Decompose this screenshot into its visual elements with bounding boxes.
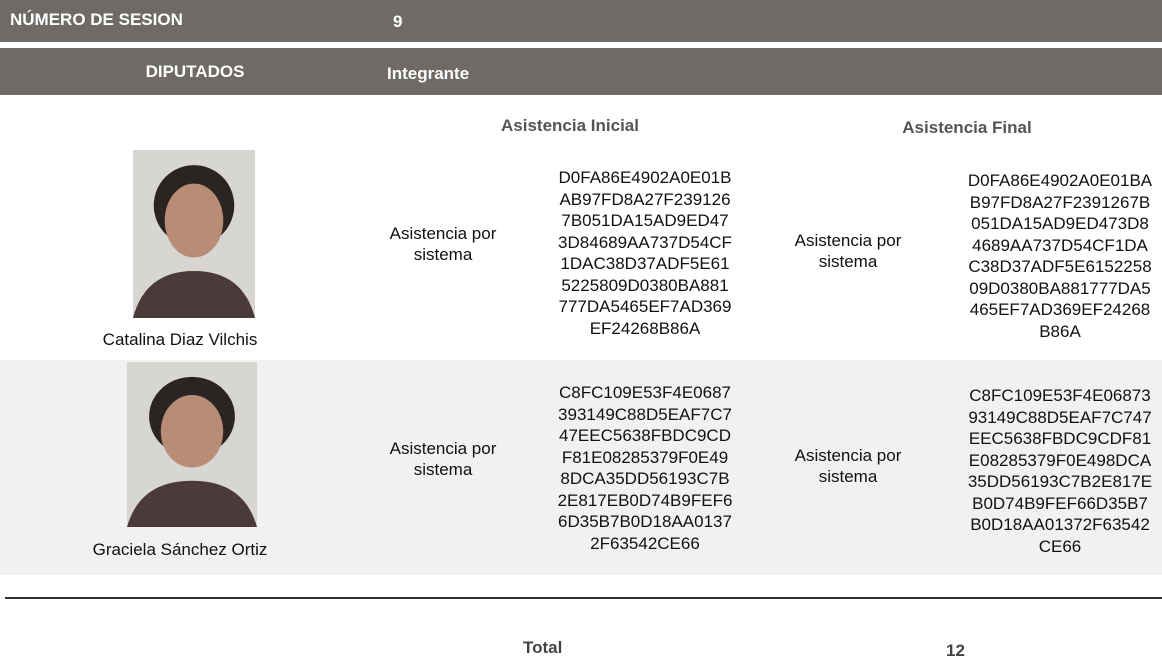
hash-line: EF24268B86A — [589, 318, 701, 338]
hash-line: EEC5638FBDC9CDF81 — [968, 429, 1152, 448]
deputy-name: Catalina Diaz Vilchis — [102, 330, 258, 349]
hash-line: 5225809D0380BA881 — [561, 275, 729, 295]
hash-line: B0D74B9FEF66D35B7 — [972, 493, 1148, 513]
session-number: 9 — [393, 12, 403, 31]
hash-line: 051DA15AD9ED473D8 — [971, 214, 1149, 233]
hash-line: CE66 — [1038, 536, 1082, 556]
photo — [133, 150, 255, 318]
attendance-type: Asistencia por sistema — [794, 230, 902, 271]
column-initial: Asistencia Inicial — [501, 116, 639, 135]
hash-line: 8DCA35DD56193C7B — [560, 469, 730, 488]
hash-line: D0FA86E4902A0E01BA — [967, 171, 1153, 190]
hash-line: 47EEC5638FBDC9CD — [559, 426, 731, 445]
hash-line: 777DA5465EF7AD369 — [558, 297, 732, 316]
hash-line: C38D37ADF5E6152258 — [968, 257, 1152, 276]
photo-figure — [133, 165, 255, 318]
hash-line: C8FC109E53F4E0687 — [558, 383, 731, 402]
hash-line: B86A — [1039, 321, 1081, 341]
hash-line: E08285379F0E498DCA — [968, 450, 1152, 470]
hash-line: 2E817EB0D74B9FEF6 — [557, 490, 733, 510]
hash-line: 393149C88D5EAF7C7 — [558, 404, 732, 424]
hash-line: 7B051DA15AD9ED47 — [561, 211, 729, 230]
hash-line: 4689AA737D54CF1DA — [972, 235, 1148, 255]
photo — [127, 362, 257, 527]
total-label: Total — [523, 638, 563, 657]
hash-line: 6D35B7B0D18AA0137 — [558, 512, 732, 531]
hash-line: 465EF7AD369EF24268 — [969, 300, 1151, 319]
attendance-type: Asistencia por sistema — [389, 223, 497, 264]
hash-line: 3D84689AA737D54CF — [558, 232, 732, 252]
hash-line: 93149C88D5EAF7C747 — [968, 407, 1152, 427]
deputy-name: Graciela Sánchez Ortiz — [92, 540, 268, 559]
deputies-bar — [0, 48, 1162, 95]
attendance-type: Asistencia por sistema — [389, 438, 497, 479]
deputies-label: DIPUTADOS — [145, 62, 245, 81]
hash-line: B0D18AA01372F63542 — [970, 515, 1150, 534]
member-label: Integrante — [387, 64, 470, 83]
photo-figure — [127, 376, 257, 527]
hash-line: AB97FD8A27F239126 — [559, 189, 731, 209]
attendance-type: Asistencia por sistema — [794, 445, 902, 486]
total-value: 12 — [946, 641, 965, 660]
hash-line: F81E08285379F0E49 — [561, 447, 729, 467]
column-final: Asistencia Final — [902, 118, 1032, 137]
session-bar — [0, 0, 1162, 42]
hash-line: B97FD8A27F2391267B — [969, 192, 1151, 212]
separator — [5, 597, 1162, 599]
hash-line: 35DD56193C7B2E817E — [967, 472, 1153, 491]
hash-line: C8FC109E53F4E06873 — [969, 386, 1151, 405]
session-label: NÚMERO DE SESION — [10, 10, 183, 29]
hash-line: 1DAC38D37ADF5E61 — [560, 254, 730, 273]
hash-line: D0FA86E4902A0E01B — [558, 168, 732, 187]
hash-line: 2F63542CE66 — [590, 533, 700, 553]
hash-line: 09D0380BA881777DA5 — [969, 278, 1151, 298]
